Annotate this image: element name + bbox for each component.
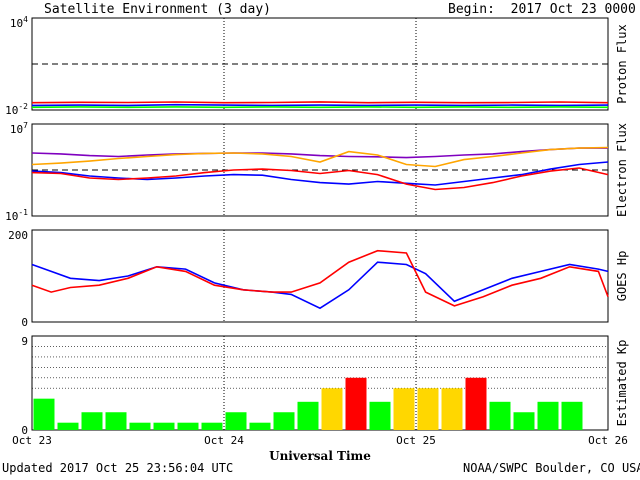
x-tick-label: Oct 26 bbox=[588, 434, 628, 447]
kp-bar bbox=[537, 401, 559, 430]
kp-bar bbox=[225, 412, 247, 430]
kp-bar bbox=[441, 388, 463, 430]
panel-1: 104 10-2 Proton Flux bbox=[5, 15, 629, 117]
kp-bar bbox=[249, 422, 271, 430]
chart-title: Satellite Environment (3 day) bbox=[44, 2, 271, 17]
panel-2: 107 10-1 Electron Flux bbox=[5, 121, 629, 223]
y-tick-label-bottom: 10-2 bbox=[5, 102, 28, 117]
y-tick-label-top: 9 bbox=[21, 335, 28, 348]
y-tick-label-bottom: 10-1 bbox=[5, 208, 28, 223]
kp-bar bbox=[105, 412, 127, 430]
y-axis-label: GOES Hp bbox=[615, 251, 629, 302]
x-axis-label: Universal Time bbox=[269, 449, 371, 463]
kp-bar bbox=[465, 377, 487, 430]
begin-time: Begin: 2017 Oct 23 0000 UTC bbox=[448, 2, 636, 17]
panel-4: 9 0 Estimated Kp bbox=[21, 335, 629, 437]
panel-frame bbox=[31, 123, 609, 217]
kp-bar bbox=[489, 401, 511, 430]
series-line-red bbox=[31, 249, 609, 307]
panel-frame bbox=[31, 335, 609, 431]
y-tick-label-top: 107 bbox=[10, 121, 28, 136]
y-axis-label: Proton Flux bbox=[615, 24, 629, 103]
kp-bar bbox=[201, 422, 223, 430]
kp-bar bbox=[57, 422, 79, 430]
kp-bar bbox=[129, 422, 151, 430]
kp-bar bbox=[369, 401, 391, 430]
kp-bar bbox=[297, 401, 319, 430]
kp-bar bbox=[321, 388, 343, 430]
series-line-red bbox=[31, 167, 609, 191]
kp-bar bbox=[273, 412, 295, 430]
kp-bar bbox=[561, 401, 583, 430]
x-tick-label: Oct 24 bbox=[204, 434, 244, 447]
updated-time: Updated 2017 Oct 25 23:56:04 UTC bbox=[2, 461, 234, 475]
kp-bar bbox=[33, 398, 55, 430]
y-tick-label-top: 200 bbox=[8, 229, 28, 242]
kp-bar bbox=[513, 412, 535, 430]
panel-3: 200 0 GOES Hp bbox=[8, 229, 629, 329]
y-tick-label-top: 104 bbox=[10, 15, 28, 30]
kp-bar bbox=[393, 388, 415, 430]
y-axis-label: Estimated Kp bbox=[615, 340, 629, 427]
panel-frame bbox=[31, 229, 609, 323]
kp-bar bbox=[177, 422, 199, 430]
series-line-blue bbox=[31, 261, 609, 310]
series-line-purple bbox=[31, 147, 608, 159]
x-tick-label: Oct 25 bbox=[396, 434, 436, 447]
y-tick-label-bottom: 0 bbox=[21, 424, 28, 437]
series-line-red bbox=[31, 101, 609, 104]
series-line-blue bbox=[31, 103, 609, 107]
series-line-orange bbox=[31, 146, 609, 168]
credit: NOAA/SWPC Boulder, CO USA bbox=[463, 461, 640, 475]
y-axis-label: Electron Flux bbox=[615, 123, 629, 217]
kp-bar bbox=[153, 422, 175, 430]
y-tick-label-bottom: 0 bbox=[21, 316, 28, 329]
kp-bar bbox=[417, 388, 439, 430]
panel-frame bbox=[31, 17, 609, 111]
kp-bar bbox=[81, 412, 103, 430]
kp-bar bbox=[345, 377, 367, 430]
x-tick-label: Oct 23 bbox=[12, 434, 52, 447]
